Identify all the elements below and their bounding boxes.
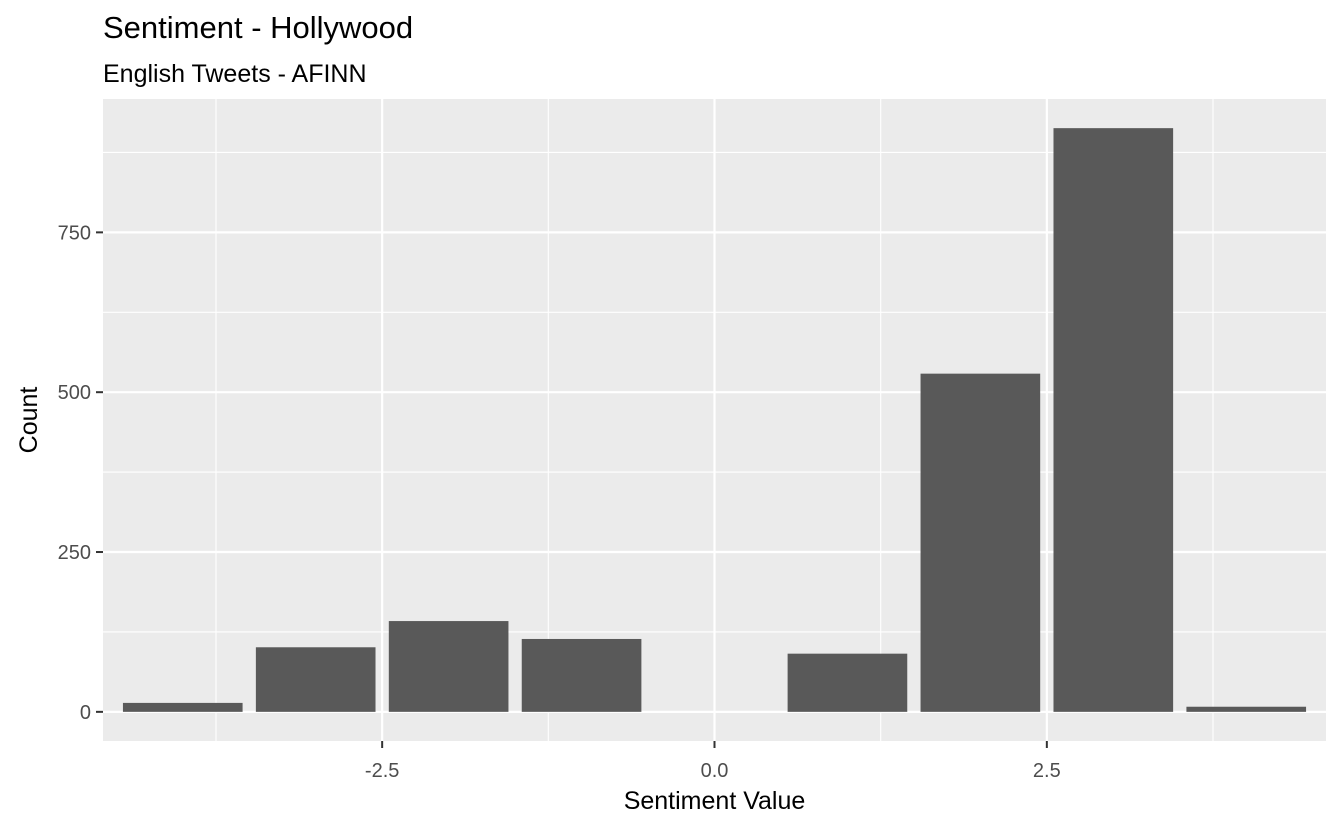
- bar: [521, 638, 642, 712]
- bar: [920, 373, 1041, 712]
- x-axis: -2.5 0.0 2.5: [365, 741, 1061, 782]
- bar: [1053, 128, 1174, 712]
- bars: [122, 128, 1307, 712]
- y-axis: 0 250 500 750: [58, 222, 103, 724]
- bar: [787, 653, 908, 712]
- bar: [255, 647, 376, 712]
- bar: [122, 702, 243, 712]
- y-tick-label: 0: [80, 702, 91, 724]
- x-tick-label: 0.0: [701, 760, 729, 782]
- y-axis-title: Count: [15, 387, 43, 454]
- bar: [388, 621, 509, 712]
- chart-subtitle: English Tweets - AFINN: [103, 60, 367, 88]
- bar: [1186, 706, 1307, 712]
- y-tick-label: 250: [58, 542, 91, 564]
- y-tick-label: 750: [58, 222, 91, 244]
- x-axis-title: Sentiment Value: [624, 787, 806, 815]
- x-tick-label: 2.5: [1033, 760, 1061, 782]
- chart-title: Sentiment - Hollywood: [103, 10, 414, 45]
- y-tick-label: 500: [58, 382, 91, 404]
- x-tick-label: -2.5: [365, 760, 399, 782]
